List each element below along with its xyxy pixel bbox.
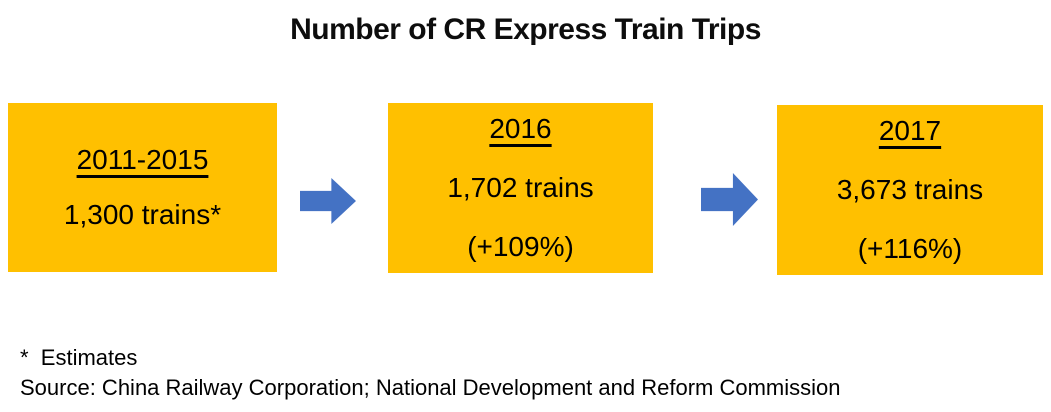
period-label: 2016	[489, 113, 552, 144]
period-box-2011-2015: 2011-2015 1,300 trains*	[8, 103, 277, 272]
period-label: 2017	[878, 115, 942, 146]
trains-value: 3,673 trains	[836, 174, 984, 205]
period-box-2016: 2016 1,702 trains (+109%)	[388, 103, 653, 273]
trains-value: 1,702 trains	[447, 172, 594, 203]
period-label: 2011-2015	[76, 144, 209, 175]
trains-value: 1,300 trains*	[63, 199, 222, 230]
footnote-estimates: * Estimates	[20, 345, 138, 370]
growth-value: (+116%)	[857, 233, 963, 264]
right-arrow-icon	[701, 173, 758, 226]
source-line: Source: China Railway Corporation; Natio…	[20, 375, 841, 400]
right-arrow-icon	[300, 178, 356, 224]
period-box-2017: 2017 3,673 trains (+116%)	[777, 105, 1043, 275]
growth-value: (+109%)	[467, 231, 574, 262]
diagram-title: Number of CR Express Train Trips	[290, 13, 761, 46]
